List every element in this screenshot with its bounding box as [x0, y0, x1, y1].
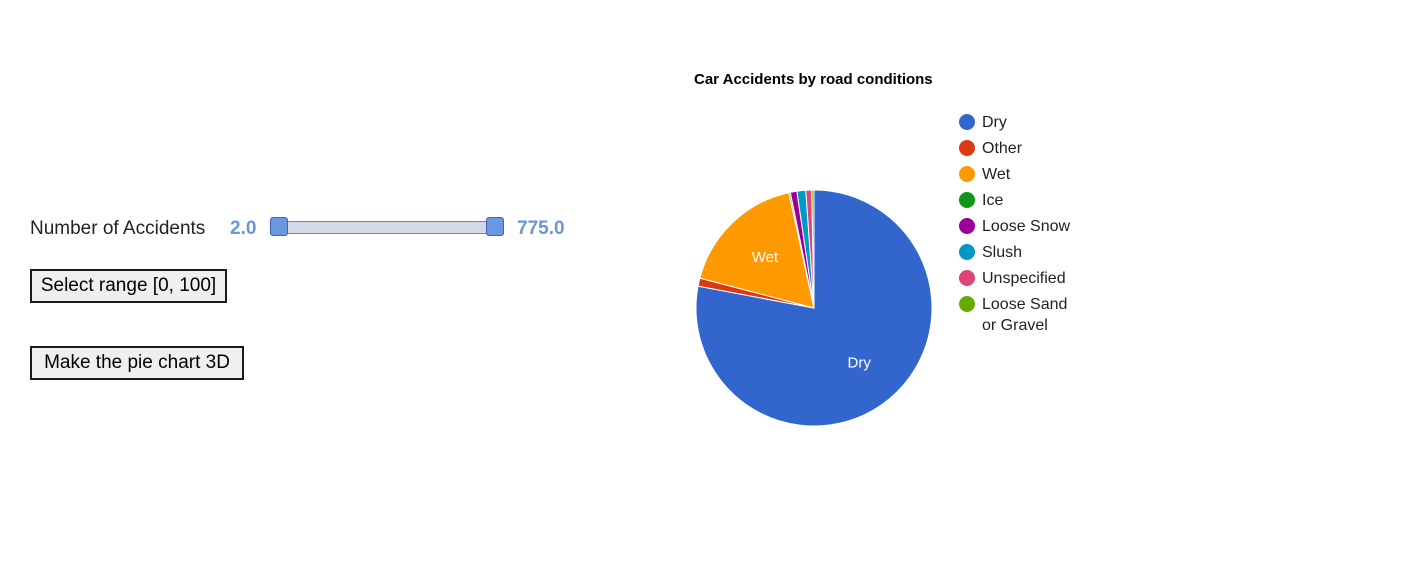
legend-color-dot-icon [959, 166, 975, 182]
make-3d-button[interactable]: Make the pie chart 3D [30, 346, 244, 380]
pie-slice-loose-sand-or-gravel[interactable] [811, 189, 815, 309]
legend-item-unspecified[interactable]: Unspecified [959, 268, 1099, 289]
legend-label: Loose Sand [982, 296, 1068, 313]
legend-label: or Gravel [982, 317, 1048, 334]
legend-color-dot-icon [959, 140, 975, 156]
legend-item-wet[interactable]: Wet [959, 164, 1099, 185]
range-slider-selected [271, 222, 487, 233]
legend-color-dot-icon [959, 114, 975, 130]
range-slider-min-handle[interactable] [270, 217, 288, 236]
legend-label: Dry [982, 114, 1007, 131]
legend-label: Wet [982, 166, 1011, 183]
pie-chart-plot: Dry Wet [695, 189, 933, 427]
legend-item-other[interactable]: Other [959, 138, 1099, 159]
range-filter-label: Number of Accidents [30, 218, 206, 239]
chart-legend: Dry Other Wet Ice Loose Snow Slush Unspecified… [959, 112, 1099, 341]
range-slider-track[interactable] [270, 221, 504, 234]
legend-label: Unspecified [982, 270, 1066, 287]
range-slider-max-handle[interactable] [486, 217, 504, 236]
accidents-range-filter: Number of Accidents 2.0 775.0 [30, 216, 590, 242]
range-max-value: 775.0 [517, 218, 565, 239]
legend-item-dry[interactable]: Dry [959, 112, 1099, 133]
pie-slice-label: Wet [752, 249, 779, 266]
legend-label: Ice [982, 192, 1004, 209]
legend-item-ice[interactable]: Ice [959, 190, 1099, 211]
legend-color-dot-icon [959, 192, 975, 208]
legend-color-dot-icon [959, 218, 975, 234]
legend-label: Loose Snow [982, 218, 1071, 235]
select-range-button[interactable]: Select range [0, 100] [30, 269, 227, 303]
legend-color-dot-icon [959, 296, 975, 312]
legend-color-dot-icon [959, 244, 975, 260]
legend-item-loose-snow[interactable]: Loose Snow [959, 216, 1099, 237]
pie-slice-wet[interactable] [699, 192, 815, 309]
legend-label: Other [982, 140, 1023, 157]
legend-item-slush[interactable]: Slush [959, 242, 1099, 263]
legend-color-dot-icon [959, 270, 975, 286]
legend-label: Slush [982, 244, 1023, 261]
legend-item-loose-sand-or-gravel[interactable]: Loose Sand or Gravel [959, 294, 1099, 336]
pie-chart: Car Accidents by road conditions Dry Wet … [670, 60, 1100, 440]
pie-slice-label: Dry [848, 355, 872, 372]
chart-title: Car Accidents by road conditions [694, 71, 933, 88]
range-min-value: 2.0 [230, 218, 257, 239]
